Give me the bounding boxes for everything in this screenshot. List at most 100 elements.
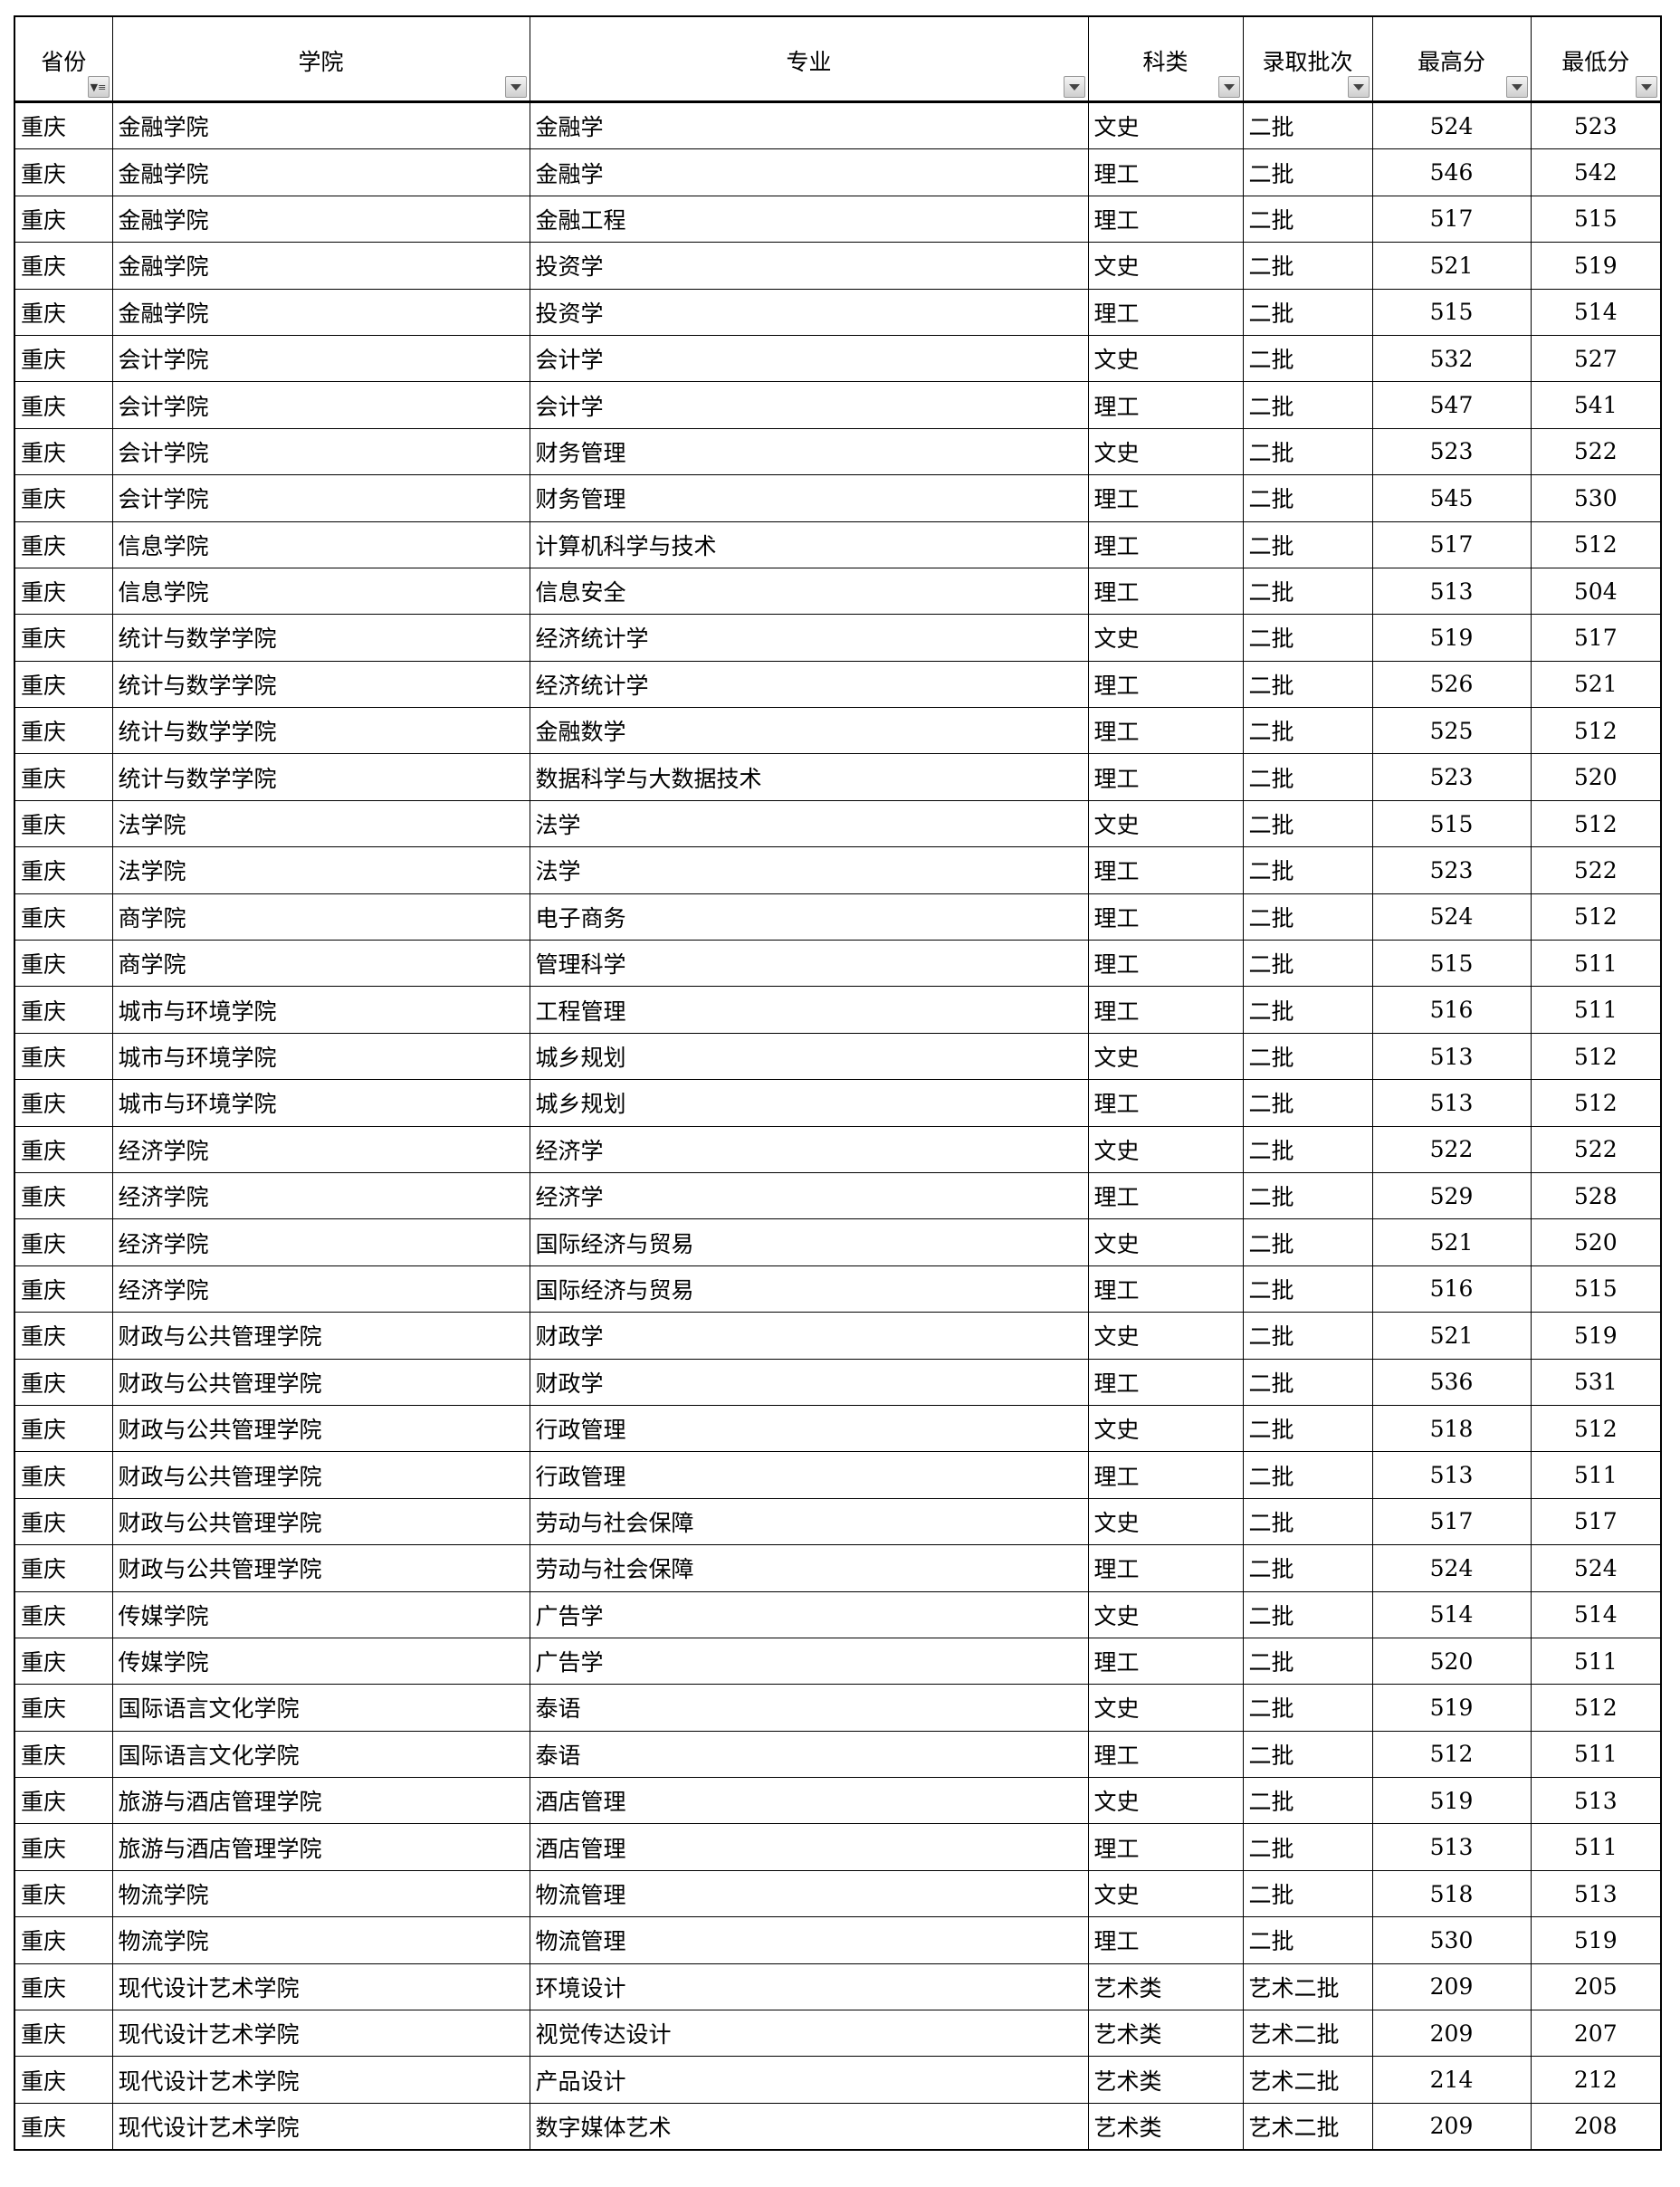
- cell-category[interactable]: 理工: [1087, 148, 1244, 196]
- cell-max-score[interactable]: 521: [1371, 1218, 1532, 1266]
- cell-college[interactable]: 物流学院: [111, 1916, 530, 1964]
- cell-province[interactable]: 重庆: [14, 986, 113, 1034]
- cell-province[interactable]: 重庆: [14, 427, 113, 476]
- cell-major[interactable]: 经济学: [529, 1125, 1089, 1173]
- cell-batch[interactable]: 二批: [1242, 799, 1373, 848]
- cell-batch[interactable]: 二批: [1242, 1358, 1373, 1406]
- cell-category[interactable]: 理工: [1087, 1730, 1244, 1779]
- cell-major[interactable]: 城乡规划: [529, 1032, 1089, 1081]
- cell-min-score[interactable]: 517: [1530, 1497, 1662, 1546]
- cell-college[interactable]: 经济学院: [111, 1125, 530, 1173]
- cell-category[interactable]: 文史: [1087, 1684, 1244, 1732]
- cell-college[interactable]: 城市与环境学院: [111, 1032, 530, 1081]
- cell-province[interactable]: 重庆: [14, 893, 113, 941]
- cell-min-score[interactable]: 512: [1530, 1684, 1662, 1732]
- cell-college[interactable]: 统计与数学学院: [111, 614, 530, 662]
- cell-max-score[interactable]: 513: [1371, 1451, 1532, 1499]
- cell-major[interactable]: 经济学: [529, 1171, 1089, 1220]
- cell-category[interactable]: 文史: [1087, 1312, 1244, 1360]
- cell-min-score[interactable]: 511: [1530, 1730, 1662, 1779]
- cell-max-score[interactable]: 522: [1371, 1125, 1532, 1173]
- cell-province[interactable]: 重庆: [14, 1684, 113, 1732]
- cell-category[interactable]: 理工: [1087, 707, 1244, 755]
- cell-max-score[interactable]: 525: [1371, 707, 1532, 755]
- cell-min-score[interactable]: 515: [1530, 1265, 1662, 1313]
- cell-max-score[interactable]: 514: [1371, 1590, 1532, 1638]
- cell-min-score[interactable]: 512: [1530, 1404, 1662, 1453]
- cell-major[interactable]: 会计学: [529, 334, 1089, 383]
- cell-batch[interactable]: 二批: [1242, 1544, 1373, 1592]
- cell-category[interactable]: 理工: [1087, 1916, 1244, 1964]
- cell-min-score[interactable]: 208: [1530, 2102, 1662, 2151]
- cell-max-score[interactable]: 517: [1371, 1497, 1532, 1546]
- cell-major[interactable]: 财政学: [529, 1358, 1089, 1406]
- cell-max-score[interactable]: 513: [1371, 1079, 1532, 1127]
- cell-max-score[interactable]: 516: [1371, 1265, 1532, 1313]
- cell-batch[interactable]: 二批: [1242, 614, 1373, 662]
- cell-max-score[interactable]: 518: [1371, 1869, 1532, 1918]
- cell-college[interactable]: 统计与数学学院: [111, 660, 530, 709]
- cell-province[interactable]: 重庆: [14, 1916, 113, 1964]
- cell-min-score[interactable]: 520: [1530, 1218, 1662, 1266]
- cell-batch[interactable]: 二批: [1242, 940, 1373, 988]
- cell-major[interactable]: 产品设计: [529, 2056, 1089, 2104]
- cell-province[interactable]: 重庆: [14, 1497, 113, 1546]
- cell-category[interactable]: 文史: [1087, 1590, 1244, 1638]
- cell-college[interactable]: 法学院: [111, 799, 530, 848]
- cell-college[interactable]: 金融学院: [111, 148, 530, 196]
- cell-min-score[interactable]: 523: [1530, 100, 1662, 150]
- cell-province[interactable]: 重庆: [14, 148, 113, 196]
- cell-batch[interactable]: 艺术二批: [1242, 2056, 1373, 2104]
- cell-min-score[interactable]: 512: [1530, 799, 1662, 848]
- cell-province[interactable]: 重庆: [14, 1590, 113, 1638]
- cell-batch[interactable]: 二批: [1242, 1730, 1373, 1779]
- cell-province[interactable]: 重庆: [14, 334, 113, 383]
- filter-button-batch[interactable]: [1347, 76, 1370, 98]
- cell-college[interactable]: 信息学院: [111, 567, 530, 616]
- cell-max-score[interactable]: 519: [1371, 1684, 1532, 1732]
- cell-province[interactable]: 重庆: [14, 660, 113, 709]
- cell-major[interactable]: 信息安全: [529, 567, 1089, 616]
- cell-major[interactable]: 财务管理: [529, 427, 1089, 476]
- cell-major[interactable]: 视觉传达设计: [529, 2010, 1089, 2058]
- cell-batch[interactable]: 二批: [1242, 1079, 1373, 1127]
- cell-min-score[interactable]: 542: [1530, 148, 1662, 196]
- cell-major[interactable]: 电子商务: [529, 893, 1089, 941]
- cell-major[interactable]: 金融工程: [529, 195, 1089, 244]
- cell-min-score[interactable]: 512: [1530, 1032, 1662, 1081]
- cell-category[interactable]: 理工: [1087, 893, 1244, 941]
- cell-major[interactable]: 数字媒体艺术: [529, 2102, 1089, 2151]
- cell-college[interactable]: 城市与环境学院: [111, 1079, 530, 1127]
- cell-category[interactable]: 理工: [1087, 567, 1244, 616]
- cell-batch[interactable]: 二批: [1242, 846, 1373, 894]
- cell-min-score[interactable]: 511: [1530, 1637, 1662, 1686]
- cell-college[interactable]: 经济学院: [111, 1171, 530, 1220]
- cell-category[interactable]: 文史: [1087, 1218, 1244, 1266]
- cell-major[interactable]: 计算机科学与技术: [529, 520, 1089, 568]
- cell-province[interactable]: 重庆: [14, 614, 113, 662]
- cell-min-score[interactable]: 511: [1530, 1823, 1662, 1871]
- cell-category[interactable]: 文史: [1087, 1497, 1244, 1546]
- cell-batch[interactable]: 二批: [1242, 148, 1373, 196]
- cell-max-score[interactable]: 517: [1371, 520, 1532, 568]
- cell-max-score[interactable]: 209: [1371, 1963, 1532, 2011]
- cell-category[interactable]: 理工: [1087, 1451, 1244, 1499]
- cell-province[interactable]: 重庆: [14, 2010, 113, 2058]
- cell-category[interactable]: 文史: [1087, 242, 1244, 290]
- cell-batch[interactable]: 二批: [1242, 381, 1373, 429]
- cell-batch[interactable]: 二批: [1242, 753, 1373, 801]
- cell-min-score[interactable]: 511: [1530, 1451, 1662, 1499]
- cell-college[interactable]: 现代设计艺术学院: [111, 2010, 530, 2058]
- cell-province[interactable]: 重庆: [14, 1823, 113, 1871]
- filter-button-college[interactable]: [504, 76, 527, 98]
- cell-province[interactable]: 重庆: [14, 846, 113, 894]
- cell-max-score[interactable]: 209: [1371, 2010, 1532, 2058]
- cell-min-score[interactable]: 520: [1530, 753, 1662, 801]
- cell-min-score[interactable]: 524: [1530, 1544, 1662, 1592]
- cell-province[interactable]: 重庆: [14, 1125, 113, 1173]
- cell-college[interactable]: 城市与环境学院: [111, 986, 530, 1034]
- cell-province[interactable]: 重庆: [14, 940, 113, 988]
- cell-college[interactable]: 会计学院: [111, 427, 530, 476]
- cell-major[interactable]: 法学: [529, 846, 1089, 894]
- cell-category[interactable]: 理工: [1087, 846, 1244, 894]
